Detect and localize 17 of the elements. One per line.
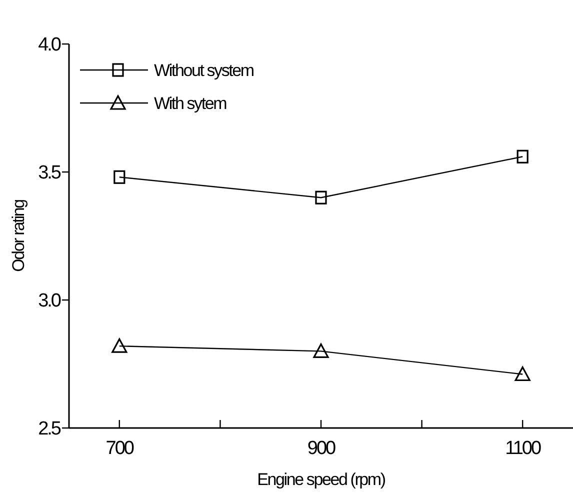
point [112, 338, 128, 353]
point [516, 150, 528, 164]
legend-label: With sytem [154, 94, 228, 113]
y-axis-title: Odor rating [9, 199, 28, 272]
y-tick-label: 3.5 [38, 162, 61, 184]
legend-label: Without system [154, 60, 254, 80]
x-tick-label: 900 [307, 438, 336, 459]
point [514, 366, 530, 382]
point [315, 190, 327, 204]
x-tick-label: 1100 [505, 438, 541, 459]
x-tick-label: 700 [106, 438, 134, 459]
point [114, 170, 126, 184]
point [313, 343, 329, 358]
x-axis-title: Engine speed (rpm) [257, 470, 386, 489]
y-tick-label: 2.5 [38, 418, 61, 440]
y-tick-label: 3.0 [38, 290, 61, 312]
y-tick-label: 4.0 [38, 34, 61, 56]
